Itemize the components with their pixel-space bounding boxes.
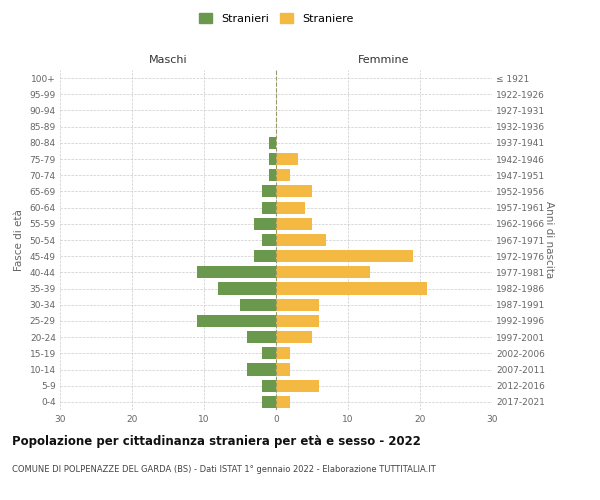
- Bar: [197, 315, 276, 327]
- Bar: [240, 298, 276, 311]
- Bar: [262, 234, 276, 246]
- Bar: [197, 266, 276, 278]
- Bar: [262, 380, 276, 392]
- Bar: [276, 169, 290, 181]
- Bar: [276, 234, 326, 246]
- Bar: [254, 218, 276, 230]
- Bar: [247, 364, 276, 376]
- Bar: [276, 364, 290, 376]
- Bar: [276, 218, 312, 230]
- Bar: [269, 169, 276, 181]
- Bar: [269, 137, 276, 149]
- Text: Maschi: Maschi: [149, 55, 187, 65]
- Bar: [276, 396, 290, 408]
- Text: Popolazione per cittadinanza straniera per età e sesso - 2022: Popolazione per cittadinanza straniera p…: [12, 435, 421, 448]
- Bar: [276, 380, 319, 392]
- Bar: [276, 282, 427, 294]
- Bar: [276, 153, 298, 165]
- Bar: [262, 396, 276, 408]
- Legend: Stranieri, Straniere: Stranieri, Straniere: [196, 10, 356, 26]
- Y-axis label: Fasce di età: Fasce di età: [14, 209, 24, 271]
- Bar: [247, 331, 276, 343]
- Bar: [269, 153, 276, 165]
- Bar: [276, 331, 312, 343]
- Text: COMUNE DI POLPENAZZE DEL GARDA (BS) - Dati ISTAT 1° gennaio 2022 - Elaborazione : COMUNE DI POLPENAZZE DEL GARDA (BS) - Da…: [12, 465, 436, 474]
- Bar: [276, 202, 305, 213]
- Bar: [276, 250, 413, 262]
- Bar: [262, 186, 276, 198]
- Bar: [276, 298, 319, 311]
- Bar: [276, 348, 290, 360]
- Bar: [276, 266, 370, 278]
- Bar: [262, 202, 276, 213]
- Text: Femmine: Femmine: [358, 55, 410, 65]
- Bar: [276, 186, 312, 198]
- Bar: [276, 315, 319, 327]
- Bar: [262, 348, 276, 360]
- Bar: [218, 282, 276, 294]
- Y-axis label: Anni di nascita: Anni di nascita: [544, 202, 554, 278]
- Bar: [254, 250, 276, 262]
